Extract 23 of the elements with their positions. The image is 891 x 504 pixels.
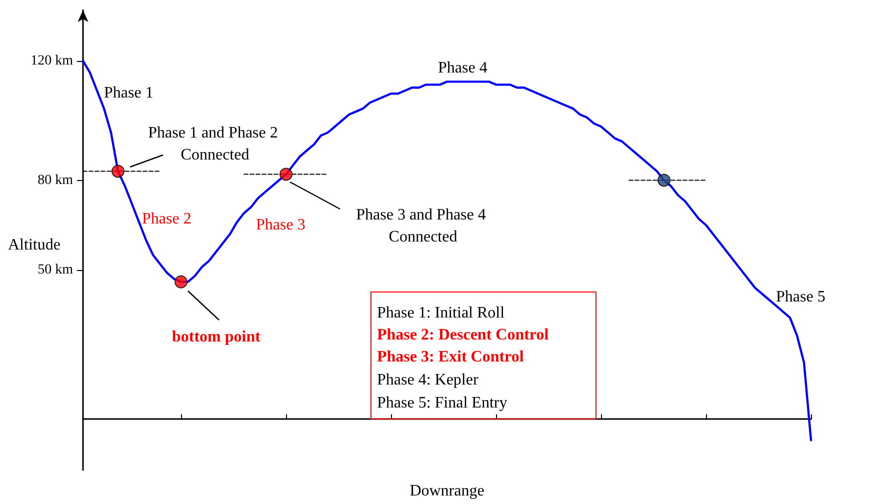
annotation: Phase 5 bbox=[776, 288, 826, 306]
annotation: Phase 2: Descent Control bbox=[377, 326, 550, 344]
x-axis-title: Downrange bbox=[410, 482, 484, 500]
annotation: Phase 5: Final Entry bbox=[377, 394, 508, 412]
annotation: Phase 2 bbox=[142, 210, 192, 228]
annotation: Phase 3 and Phase 4 Connected bbox=[356, 206, 490, 246]
annotation: Phase 3 bbox=[256, 216, 306, 234]
point bbox=[280, 168, 292, 181]
y-tick-label: 50 km bbox=[38, 262, 74, 278]
point bbox=[658, 174, 670, 187]
annotation: Phase 4: Kepler bbox=[377, 372, 479, 388]
annotation: Phase 3: Exit Control bbox=[377, 348, 524, 366]
y-axis-title: Altitude bbox=[8, 236, 60, 254]
point bbox=[112, 164, 124, 178]
annotation: Phase 1: Initial Roll bbox=[377, 304, 506, 322]
annotation: Phase 1 and Phase 2 Connected bbox=[148, 124, 282, 164]
annotation: Phase 1 bbox=[104, 84, 154, 102]
y-tick-label: 120 km bbox=[30, 53, 74, 68]
line-series bbox=[82, 60, 812, 442]
point bbox=[174, 275, 188, 288]
annotation: Phase 4 bbox=[438, 60, 488, 76]
annotation: bottom point bbox=[172, 328, 262, 346]
y-tick-label: 80 km bbox=[38, 172, 74, 188]
